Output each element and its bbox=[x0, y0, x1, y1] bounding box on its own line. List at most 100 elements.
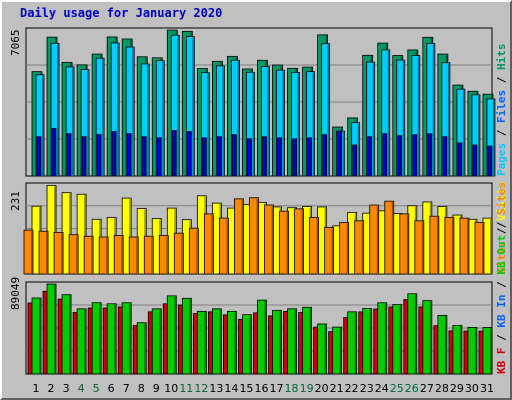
chart-title: Daily usage for January 2020 bbox=[20, 6, 223, 20]
x-tick-label: 31 bbox=[480, 382, 494, 395]
legend-entry: KB F bbox=[495, 348, 508, 375]
x-tick-label: 11 bbox=[179, 382, 193, 395]
bar-kb-out bbox=[362, 308, 373, 375]
bar-shade bbox=[489, 328, 492, 374]
ymax-label-top: 7065 bbox=[9, 30, 22, 57]
bar-shade bbox=[166, 236, 168, 274]
x-tick-label: 5 bbox=[93, 382, 100, 395]
bar-kb-out bbox=[91, 302, 102, 375]
bar-shade bbox=[102, 59, 104, 176]
bar-shade bbox=[91, 237, 93, 274]
x-tick-label: 16 bbox=[254, 382, 268, 395]
bar-kb-out bbox=[227, 310, 237, 375]
bar-shade bbox=[219, 309, 221, 374]
bar-shade bbox=[264, 301, 266, 374]
bar-shade bbox=[406, 214, 409, 274]
bar-shade bbox=[297, 73, 300, 176]
legend-entry: KB Out bbox=[495, 235, 508, 275]
legend-top: Pages / Files / Hits bbox=[495, 44, 508, 177]
x-tick-label: 19 bbox=[300, 382, 314, 395]
bar-kb-out bbox=[181, 297, 192, 375]
bar-shade bbox=[451, 218, 454, 274]
bar-sites bbox=[83, 235, 94, 275]
x-tick-label: 29 bbox=[450, 382, 464, 395]
bar-shade bbox=[316, 218, 319, 274]
bar-shade bbox=[211, 214, 213, 274]
bar-kb-out bbox=[422, 300, 433, 375]
x-tick-label: 30 bbox=[465, 382, 479, 395]
bar-shade bbox=[144, 323, 146, 374]
bar-shade bbox=[429, 301, 432, 374]
bar-shade bbox=[286, 212, 289, 274]
bar-shade bbox=[207, 73, 209, 176]
x-tick-label: 2 bbox=[48, 382, 55, 395]
bar-shade bbox=[301, 209, 304, 274]
bar-shade bbox=[189, 299, 191, 374]
bar-shade bbox=[267, 67, 269, 176]
bar-sites bbox=[38, 230, 49, 275]
bar-shade bbox=[279, 311, 282, 374]
bar-shade bbox=[136, 238, 138, 274]
bar-shade bbox=[346, 223, 349, 274]
bar-sites bbox=[234, 198, 244, 275]
bar-shade bbox=[31, 231, 33, 274]
bar-shade bbox=[132, 48, 134, 177]
x-tick-label: 15 bbox=[239, 382, 253, 395]
legend-entry: / bbox=[495, 328, 508, 348]
x-tick-label: 6 bbox=[108, 382, 115, 395]
x-tick-label: 18 bbox=[285, 382, 299, 395]
bar-sites bbox=[98, 236, 109, 275]
bar-kb-out bbox=[332, 326, 343, 375]
bar-shade bbox=[181, 234, 183, 274]
bar-shade bbox=[241, 199, 243, 274]
bar-shade bbox=[444, 316, 447, 374]
bar-shade bbox=[474, 146, 477, 176]
bar-sites bbox=[249, 197, 259, 275]
bar-shade bbox=[129, 134, 131, 176]
bar-kb-out bbox=[467, 327, 478, 375]
bar-shade bbox=[219, 137, 221, 176]
bar-sites bbox=[203, 213, 214, 275]
bar-sites bbox=[68, 234, 79, 275]
bar-shade bbox=[339, 328, 342, 374]
bar-kb-out bbox=[106, 303, 117, 375]
x-tick-label: 26 bbox=[405, 382, 419, 395]
bar-shade bbox=[99, 303, 101, 374]
bar-sites bbox=[444, 216, 455, 275]
bar-shade bbox=[372, 63, 375, 177]
bar-sites bbox=[384, 200, 395, 275]
bar-shade bbox=[54, 129, 56, 176]
bar-sites bbox=[414, 220, 425, 275]
bar-kb-out bbox=[61, 294, 72, 375]
bar-kb-out bbox=[166, 295, 177, 375]
bar-shade bbox=[129, 303, 131, 374]
bar-shade bbox=[234, 135, 236, 176]
bar-kb-out bbox=[452, 324, 463, 375]
x-tick-label: 12 bbox=[194, 382, 208, 395]
bar-shade bbox=[222, 66, 224, 176]
bar-shade bbox=[87, 70, 89, 176]
legend-entry: / bbox=[495, 70, 508, 90]
ymax-label-middle: 231 bbox=[9, 191, 22, 211]
bar-shade bbox=[294, 139, 297, 176]
bar-kb-out bbox=[302, 306, 312, 375]
bar-kb-out bbox=[377, 302, 388, 375]
bar-sites bbox=[369, 204, 380, 275]
bar-shade bbox=[391, 202, 394, 274]
bar-kb-out bbox=[31, 297, 42, 375]
bar-shade bbox=[114, 304, 116, 374]
bar-shade bbox=[226, 219, 228, 274]
bar-shade bbox=[252, 73, 254, 176]
x-tick-label: 28 bbox=[435, 382, 449, 395]
bar-shade bbox=[114, 132, 116, 176]
bar-pages bbox=[126, 133, 132, 177]
bar-kb-out bbox=[46, 283, 57, 375]
x-tick-label: 10 bbox=[164, 382, 178, 395]
x-tick-label: 22 bbox=[345, 382, 359, 395]
bar-shade bbox=[354, 312, 357, 374]
bar-shade bbox=[151, 237, 153, 274]
bar-kb-out bbox=[242, 314, 252, 375]
bar-shade bbox=[159, 309, 161, 374]
bar-kb-out bbox=[437, 314, 448, 375]
bar-shade bbox=[447, 63, 450, 176]
